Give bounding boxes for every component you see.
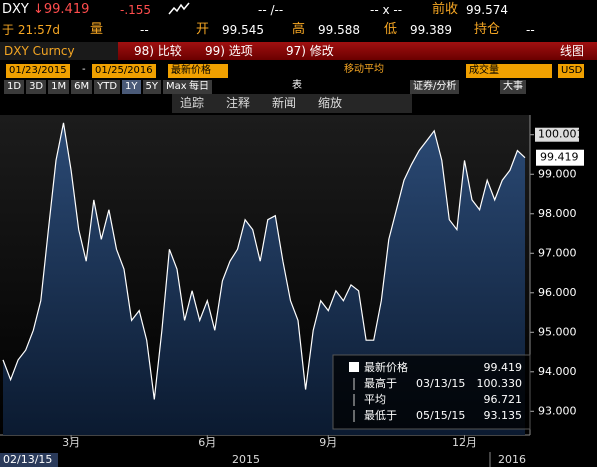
tool-bar — [172, 94, 412, 113]
legend-label: 最低于 — [364, 409, 397, 422]
options-button[interactable]: 99) 选项 — [205, 44, 253, 58]
period-button[interactable]: 6M — [71, 80, 93, 94]
chart-type[interactable]: 线图 — [560, 44, 585, 58]
high-label: 高 — [292, 22, 306, 37]
prev-label: 前收 — [432, 2, 459, 17]
last-value-label: 99.419 — [540, 151, 579, 164]
period-button[interactable]: 1Y — [122, 80, 141, 94]
last-price: ↓99.419 — [33, 2, 90, 17]
legend-value: 100.330 — [477, 377, 523, 390]
prev-close: 99.574 — [466, 3, 508, 17]
menu-bar — [0, 42, 597, 60]
volume: -- — [140, 23, 149, 37]
size: -- x -- — [370, 3, 403, 17]
period-button[interactable]: 5Y — [142, 80, 162, 94]
line — [2, 122, 526, 400]
low-label: 低 — [384, 22, 398, 37]
legend-swatch — [349, 362, 359, 372]
legend-value: 93.135 — [484, 409, 523, 422]
legend-date: 03/13/15 — [416, 377, 465, 390]
legend: 最新价格 99.419 最高于 03/13/15 100.330 平均 96.721 最低于 0… — [332, 354, 531, 430]
x-tick-label: 3月 — [62, 436, 80, 449]
legend-date: 05/15/15 — [416, 409, 465, 422]
start-label-box — [0, 453, 58, 467]
end-date[interactable]: 01/25/2016 — [92, 64, 156, 78]
legend-value: 96.721 — [484, 393, 523, 406]
x-tick-label: 9月 — [319, 436, 337, 449]
events-button[interactable]: 大事 — [500, 80, 526, 94]
period-button[interactable]: 1D — [4, 80, 25, 94]
analysis-button[interactable]: 证券/分析 — [410, 80, 460, 94]
y-tick-label: 97.000 — [538, 246, 577, 259]
legend-label: 平均 — [364, 393, 386, 406]
field-select[interactable]: 最新价格 — [168, 64, 228, 78]
y-tick-label: 98.000 — [538, 207, 577, 220]
x-tick-label: 6月 — [198, 436, 216, 449]
tick-label-box — [535, 127, 579, 142]
y-tick-label: 93.000 — [538, 404, 577, 417]
year-label: 2016 — [498, 453, 526, 466]
currency[interactable]: USD — [558, 64, 584, 78]
tool-button[interactable]: 缩放 — [318, 96, 343, 110]
low: 99.389 — [410, 23, 452, 37]
legend-label: 最高于 — [364, 376, 397, 390]
volume-select[interactable]: 成交量 — [466, 64, 552, 78]
date-separator: - — [82, 64, 86, 75]
last-value-box — [536, 149, 584, 166]
high: 99.588 — [318, 23, 360, 37]
year-label: 2015 — [232, 453, 260, 466]
tool-button[interactable]: 注释 — [226, 96, 251, 110]
tool-button[interactable]: 追踪 — [180, 96, 205, 110]
open-label: 开 — [196, 22, 210, 37]
y-tick-label: 100.001 — [538, 128, 584, 141]
vol-label: 量 — [90, 22, 104, 37]
start-date[interactable]: 01/23/2015 — [6, 64, 70, 78]
period-button[interactable]: Max — [163, 80, 190, 94]
open: 99.545 — [222, 23, 264, 37]
legend-value: 99.419 — [484, 361, 523, 374]
spark-icon — [168, 2, 190, 15]
y-tick-label: 99.000 — [538, 167, 577, 180]
legend-box — [332, 354, 531, 430]
y-tick-label: 95.000 — [538, 325, 577, 338]
legend-label: 最新价格 — [364, 360, 408, 374]
period-buttons: 1D 3D 1M 6M YTD 1Y 5Y Max — [4, 80, 190, 94]
table-button[interactable]: 表 — [292, 80, 302, 91]
ticker: DXY — [2, 2, 29, 17]
security[interactable]: DXY Curncy — [0, 42, 118, 60]
compare-button[interactable]: 98) 比较 — [134, 44, 182, 58]
frequency[interactable]: 每日 — [186, 80, 212, 94]
moving-average[interactable]: 移动平均 — [344, 64, 384, 75]
open-interest: -- — [526, 23, 535, 37]
edit-button[interactable]: 97) 修改 — [286, 44, 334, 58]
x-tick-label: 12月 — [452, 436, 477, 449]
y-tick-label: 96.000 — [538, 286, 577, 299]
time: 于 21:57d — [2, 23, 61, 37]
change: -.155 — [120, 3, 152, 17]
start-label: 02/13/15 — [3, 453, 52, 466]
y-tick-label: 94.000 — [538, 365, 577, 378]
bid-ask: -- /-- — [258, 3, 284, 17]
tool-button[interactable]: 新闻 — [272, 96, 297, 110]
tool-buttons: 追踪 注释 新闻 缩放 — [180, 97, 342, 109]
oi-label: 持仓 — [474, 22, 501, 37]
period-button[interactable]: 3D — [26, 80, 47, 94]
period-button[interactable]: YTD — [94, 80, 121, 94]
period-button[interactable]: 1M — [48, 80, 70, 94]
